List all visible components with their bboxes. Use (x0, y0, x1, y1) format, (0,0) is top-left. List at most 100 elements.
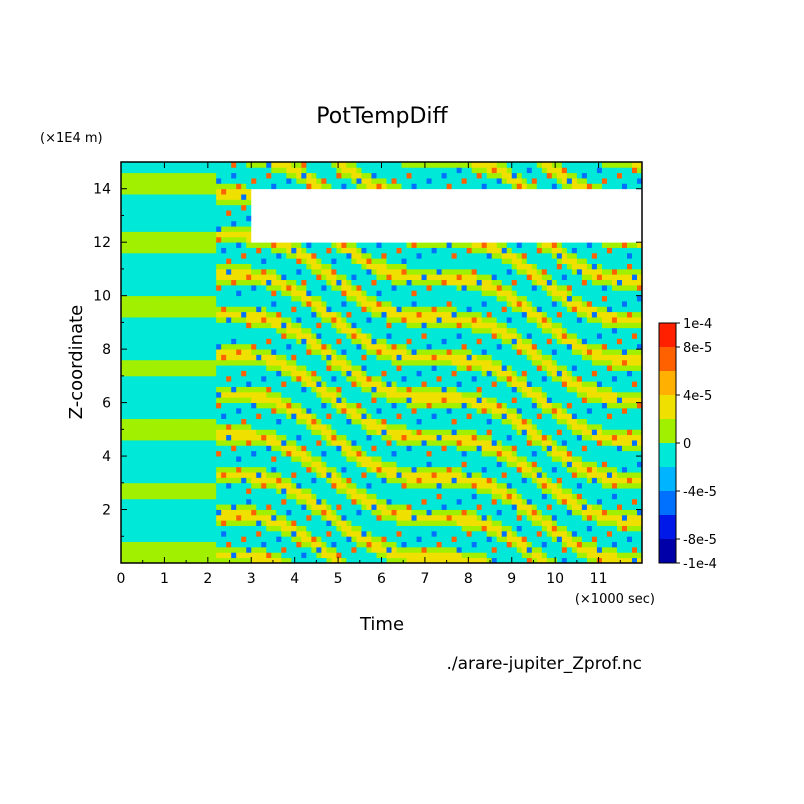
heatmap-cell (281, 423, 287, 430)
heatmap-cell (386, 349, 392, 355)
heatmap-cell (136, 333, 142, 339)
heatmap-cell (231, 317, 237, 323)
heatmap-cell (426, 525, 432, 532)
heatmap-cell (171, 397, 177, 403)
heatmap-cell (261, 514, 267, 521)
heatmap-cell (261, 199, 267, 206)
heatmap-cell (246, 407, 252, 414)
heatmap-cell (176, 290, 182, 297)
heatmap-cell (406, 472, 412, 478)
heatmap-cell (256, 311, 262, 318)
heatmap-cell (356, 354, 362, 361)
heatmap-cell (301, 456, 307, 462)
heatmap-cell (331, 397, 337, 403)
heatmap-cell (221, 440, 227, 446)
heatmap-cell (356, 445, 362, 452)
heatmap-cell (401, 386, 407, 393)
heatmap-cell (306, 220, 312, 227)
heatmap-cell (376, 279, 382, 286)
heatmap-cell (151, 194, 157, 200)
heatmap-cell (336, 204, 342, 211)
heatmap-cell (276, 375, 282, 382)
heatmap-cell (301, 295, 307, 302)
heatmap-cell (306, 263, 312, 270)
heatmap-cell (286, 263, 292, 270)
heatmap-cell (221, 477, 227, 484)
heatmap-cell (391, 472, 397, 478)
heatmap-cell (126, 247, 132, 254)
heatmap-cell (121, 450, 127, 457)
heatmap-cell (286, 370, 292, 377)
heatmap-cell (406, 258, 412, 264)
heatmap-cell (416, 252, 422, 259)
heatmap-cell (201, 279, 207, 286)
heatmap-cell (121, 423, 127, 430)
heatmap-cell (176, 472, 182, 478)
heatmap-cell (126, 194, 132, 200)
heatmap-cell (126, 295, 132, 302)
heatmap-cell (331, 530, 337, 537)
heatmap-cell (451, 477, 458, 484)
heatmap-cell (296, 183, 302, 190)
heatmap-cell (411, 520, 417, 526)
heatmap-cell (326, 498, 332, 505)
heatmap-cell (241, 498, 247, 505)
heatmap-cell (281, 407, 287, 414)
heatmap-cell (296, 466, 302, 473)
heatmap-cell (291, 210, 297, 216)
heatmap-cell (326, 440, 332, 446)
heatmap-cell (341, 194, 347, 200)
heatmap-cell (386, 381, 392, 387)
heatmap-cell (281, 204, 287, 211)
heatmap-cell (446, 488, 453, 494)
heatmap-cell (301, 231, 307, 238)
heatmap-cell (361, 440, 367, 446)
heatmap-cell (386, 188, 392, 195)
heatmap-cell (141, 204, 147, 211)
heatmap-cell (266, 317, 272, 323)
heatmap-cell (286, 493, 292, 500)
heatmap-cell (151, 301, 157, 307)
heatmap-cell (366, 172, 372, 179)
heatmap-cell (426, 498, 432, 505)
heatmap-cell (271, 333, 277, 339)
heatmap-cell (246, 525, 252, 532)
heatmap-cell (391, 402, 397, 409)
heatmap-cell (121, 359, 127, 366)
heatmap-cell (306, 290, 312, 297)
heatmap-cell (156, 504, 162, 510)
heatmap-cell (316, 178, 322, 184)
heatmap-cell (361, 445, 367, 452)
heatmap-cell (151, 472, 157, 478)
heatmap-cell (136, 541, 142, 548)
heatmap-cell (336, 418, 342, 425)
heatmap-cell (296, 450, 302, 457)
heatmap-cell (206, 167, 212, 174)
heatmap-cell (326, 162, 332, 168)
heatmap-cell (196, 397, 202, 403)
heatmap-cell (176, 263, 182, 270)
heatmap-cell (231, 520, 237, 526)
heatmap-cell (181, 472, 187, 478)
heatmap-cell (301, 220, 307, 227)
heatmap-cell (346, 333, 352, 339)
heatmap-cell (371, 397, 377, 403)
heatmap-cell (401, 183, 407, 190)
heatmap-cell (401, 317, 407, 323)
heatmap-cell (211, 301, 217, 307)
heatmap-cell (121, 268, 127, 275)
heatmap-cell (391, 301, 397, 307)
heatmap-cell (421, 440, 427, 446)
heatmap-cell (126, 236, 132, 243)
heatmap-cell (356, 391, 362, 398)
heatmap-cell (331, 402, 337, 409)
heatmap-cell (356, 333, 362, 339)
heatmap-cell (416, 231, 422, 238)
heatmap-cell (311, 365, 317, 371)
heatmap-cell (211, 231, 217, 238)
heatmap-cell (176, 183, 182, 190)
heatmap-cell (221, 482, 227, 489)
heatmap-cell (176, 284, 182, 291)
heatmap-cell (341, 546, 347, 553)
heatmap-cell (166, 204, 172, 211)
